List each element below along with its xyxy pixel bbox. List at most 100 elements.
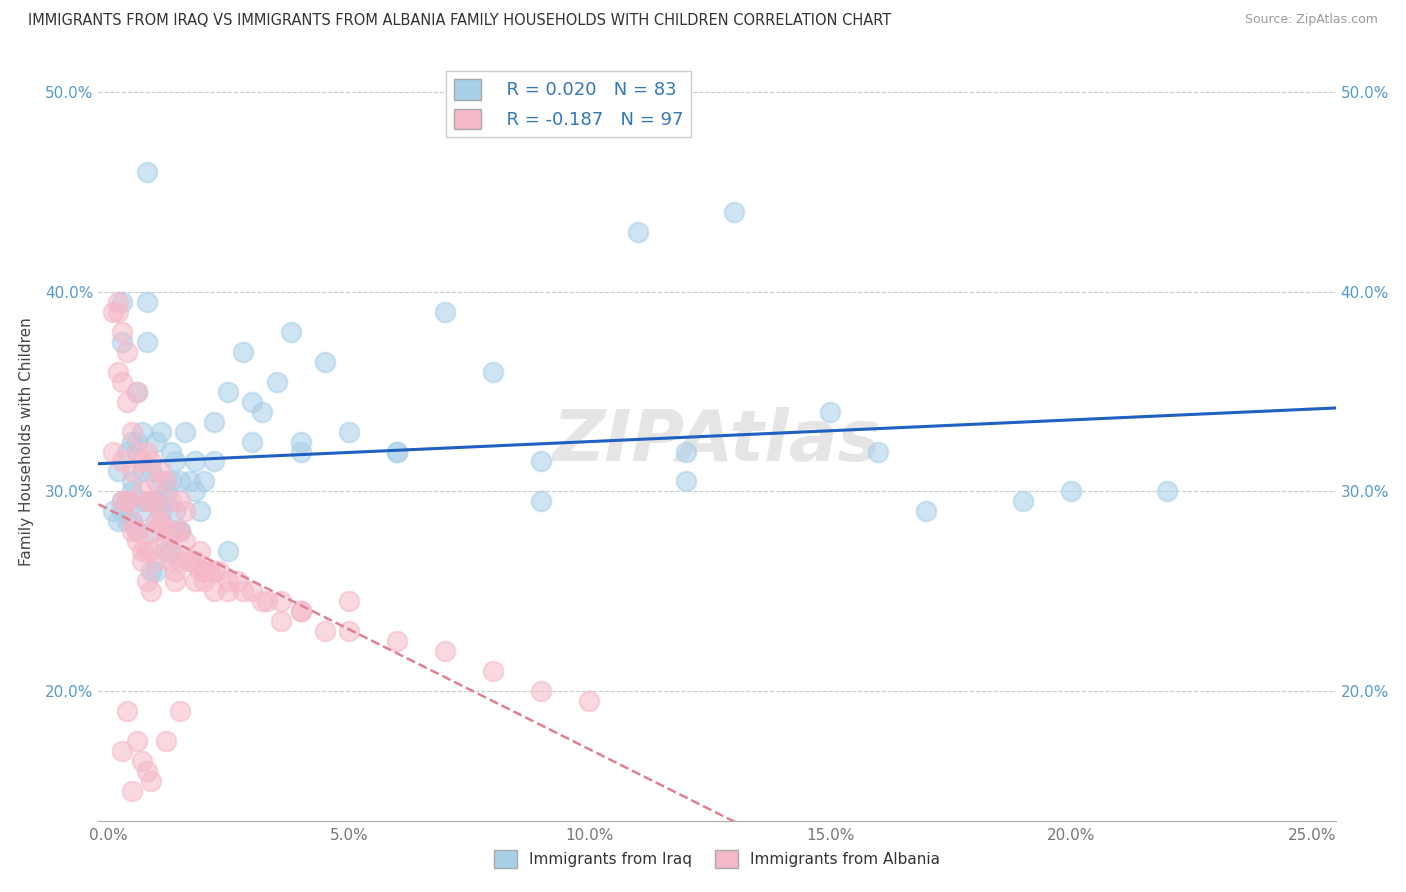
- Point: [174, 425, 197, 439]
- Point: [155, 475, 177, 489]
- Point: [121, 783, 143, 797]
- Point: [145, 564, 167, 578]
- Point: [121, 514, 143, 528]
- Point: [117, 494, 139, 508]
- Point: [125, 384, 148, 399]
- Point: [117, 494, 139, 508]
- Point: [111, 375, 134, 389]
- Point: [125, 734, 148, 748]
- Point: [145, 494, 167, 508]
- Point: [217, 574, 239, 589]
- Point: [145, 524, 167, 539]
- Point: [385, 634, 408, 648]
- Point: [198, 564, 221, 578]
- Point: [125, 524, 148, 539]
- Point: [121, 524, 143, 539]
- Point: [290, 604, 312, 618]
- Point: [121, 425, 143, 439]
- Point: [165, 564, 187, 578]
- Point: [1060, 484, 1083, 499]
- Point: [141, 494, 163, 508]
- Point: [314, 355, 336, 369]
- Point: [131, 425, 153, 439]
- Point: [270, 614, 292, 628]
- Y-axis label: Family Households with Children: Family Households with Children: [18, 318, 34, 566]
- Point: [266, 375, 288, 389]
- Point: [141, 773, 163, 788]
- Point: [169, 524, 191, 539]
- Point: [131, 504, 153, 518]
- Point: [242, 434, 264, 449]
- Point: [117, 344, 139, 359]
- Point: [290, 434, 312, 449]
- Point: [165, 454, 187, 468]
- Point: [385, 444, 408, 458]
- Point: [159, 544, 181, 558]
- Point: [135, 544, 157, 558]
- Point: [131, 754, 153, 768]
- Point: [530, 454, 553, 468]
- Point: [155, 484, 177, 499]
- Point: [217, 384, 239, 399]
- Point: [150, 425, 173, 439]
- Point: [131, 554, 153, 568]
- Point: [159, 444, 181, 458]
- Point: [159, 475, 181, 489]
- Point: [188, 544, 211, 558]
- Point: [217, 544, 239, 558]
- Point: [111, 454, 134, 468]
- Point: [141, 544, 163, 558]
- Point: [125, 444, 148, 458]
- Point: [165, 504, 187, 518]
- Point: [183, 484, 205, 499]
- Point: [135, 165, 157, 179]
- Point: [179, 554, 201, 568]
- Point: [131, 454, 153, 468]
- Point: [150, 514, 173, 528]
- Point: [159, 554, 181, 568]
- Point: [290, 444, 312, 458]
- Point: [183, 554, 205, 568]
- Text: IMMIGRANTS FROM IRAQ VS IMMIGRANTS FROM ALBANIA FAMILY HOUSEHOLDS WITH CHILDREN : IMMIGRANTS FROM IRAQ VS IMMIGRANTS FROM …: [28, 13, 891, 29]
- Point: [125, 534, 148, 549]
- Point: [145, 514, 167, 528]
- Point: [135, 574, 157, 589]
- Point: [101, 305, 124, 319]
- Point: [135, 294, 157, 309]
- Point: [150, 475, 173, 489]
- Point: [179, 475, 201, 489]
- Point: [1011, 494, 1033, 508]
- Point: [314, 624, 336, 639]
- Point: [145, 434, 167, 449]
- Point: [107, 514, 129, 528]
- Point: [250, 404, 273, 418]
- Point: [188, 504, 211, 518]
- Point: [165, 524, 187, 539]
- Point: [111, 334, 134, 349]
- Point: [169, 554, 191, 568]
- Point: [150, 514, 173, 528]
- Legend: Immigrants from Iraq, Immigrants from Albania: Immigrants from Iraq, Immigrants from Al…: [488, 844, 946, 873]
- Point: [482, 365, 505, 379]
- Text: ZIPAtlas: ZIPAtlas: [553, 407, 882, 476]
- Point: [232, 344, 254, 359]
- Point: [818, 404, 841, 418]
- Point: [217, 584, 239, 599]
- Point: [131, 484, 153, 499]
- Point: [169, 494, 191, 508]
- Point: [107, 294, 129, 309]
- Point: [202, 564, 225, 578]
- Point: [150, 465, 173, 479]
- Point: [145, 554, 167, 568]
- Point: [242, 394, 264, 409]
- Point: [141, 584, 163, 599]
- Point: [111, 744, 134, 758]
- Point: [141, 454, 163, 468]
- Point: [242, 584, 264, 599]
- Point: [169, 524, 191, 539]
- Point: [135, 334, 157, 349]
- Point: [530, 494, 553, 508]
- Point: [193, 564, 215, 578]
- Point: [125, 384, 148, 399]
- Point: [117, 514, 139, 528]
